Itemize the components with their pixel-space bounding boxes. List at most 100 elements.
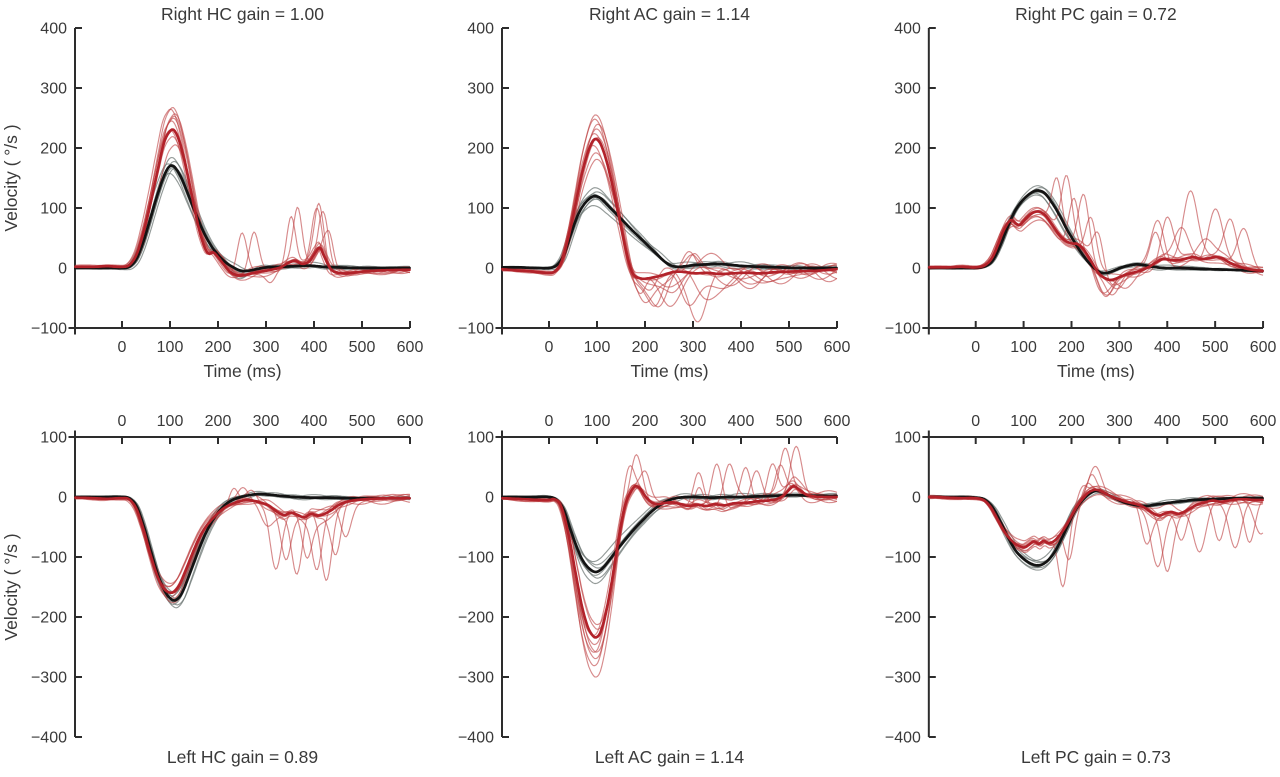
axes <box>68 27 411 335</box>
x-tick-label: 100 <box>584 339 611 356</box>
panel-right-ac: 400 300 200 100 0 −100 0 100 200 300 400 500 600 Righ… <box>458 4 851 381</box>
x-tick-label: 600 <box>824 339 851 356</box>
y-tick-label: 0 <box>912 489 921 506</box>
x-tick-label: 400 <box>728 413 755 430</box>
y-tick-label: 100 <box>894 429 921 446</box>
y-tick-label: 100 <box>894 200 921 217</box>
y-tick-label: 300 <box>467 81 494 98</box>
x-tick-label: 300 <box>680 339 707 356</box>
head-mean-trace <box>501 194 838 270</box>
y-tick-label: 300 <box>40 81 67 98</box>
trace-area <box>74 487 411 609</box>
y-tick-label: 0 <box>485 261 494 278</box>
axes <box>495 430 838 738</box>
y-tick-label: −200 <box>31 610 67 627</box>
x-tick-label: 400 <box>301 339 328 356</box>
y-axis-label: Velocity ( °/s ) <box>1 533 21 640</box>
x-tick-label: 600 <box>1250 413 1277 430</box>
panel-left-hc: 100 0 −100 −200 −300 −400 0 100 200 300 400 500 600 L… <box>1 413 424 767</box>
x-tick-label: 200 <box>632 413 659 430</box>
x-tick-label: 300 <box>253 413 280 430</box>
y-tick-label: 300 <box>894 80 921 97</box>
x-tick-label: 500 <box>1202 413 1229 430</box>
y-tick-label: −400 <box>31 730 67 747</box>
x-tick-label: 0 <box>971 339 980 356</box>
head-trial-traces <box>74 490 411 609</box>
y-tick-label: −100 <box>458 321 494 338</box>
head-mean-trace <box>74 164 411 273</box>
y-tick-label: −100 <box>458 550 494 567</box>
trace-area <box>501 445 838 678</box>
x-tick-label: 200 <box>205 413 232 430</box>
y-tick-label: −100 <box>31 550 67 567</box>
y-tick-label: 0 <box>58 261 67 278</box>
head-mean-trace <box>927 489 1264 567</box>
x-tick-label: 300 <box>253 339 280 356</box>
trace-area <box>501 114 838 323</box>
x-tick-label: 100 <box>157 339 184 356</box>
x-axis-label: Time (ms) <box>1057 361 1135 381</box>
y-tick-label: 400 <box>40 21 67 38</box>
y-tick-label: 400 <box>894 20 921 37</box>
eye-trial-traces <box>928 175 1264 298</box>
y-tick-label: −300 <box>458 670 494 687</box>
y-tick-label: 100 <box>467 430 494 447</box>
axes <box>922 430 1265 738</box>
eye-mean-trace <box>927 488 1264 549</box>
panel-right-hc: 400 300 200 100 0 −100 0 100 200 300 400 500 600 Righ… <box>1 4 424 381</box>
x-tick-label: 600 <box>397 339 424 356</box>
panel-title: Left HC gain = 0.89 <box>167 747 318 767</box>
axes <box>68 430 411 738</box>
axes <box>495 27 838 335</box>
y-tick-label: 400 <box>467 21 494 38</box>
head-trial-traces <box>74 156 411 280</box>
trace-area <box>927 465 1264 588</box>
x-tick-label: 600 <box>397 413 424 430</box>
trace-area <box>927 175 1264 298</box>
x-tick-label: 400 <box>1154 413 1181 430</box>
x-tick-label: 300 <box>1106 413 1133 430</box>
y-tick-label: 0 <box>912 260 921 277</box>
x-tick-label: 600 <box>824 413 851 430</box>
x-tick-label: 0 <box>545 339 554 356</box>
x-axis-label: Time (ms) <box>203 361 281 381</box>
head-trial-traces <box>501 187 838 271</box>
x-tick-label: 0 <box>118 413 127 430</box>
eye-trial-traces <box>501 445 838 678</box>
y-tick-label: 100 <box>467 201 494 218</box>
y-tick-label: −200 <box>885 609 921 626</box>
x-tick-label: 200 <box>1058 339 1085 356</box>
eye-trial-traces <box>74 487 411 604</box>
y-tick-label: −400 <box>458 730 494 747</box>
x-tick-label: 400 <box>1154 339 1181 356</box>
y-tick-label: 200 <box>894 140 921 157</box>
x-tick-label: 500 <box>776 413 803 430</box>
y-axis-label: Velocity ( °/s ) <box>1 124 21 231</box>
x-tick-label: 600 <box>1250 339 1277 356</box>
y-tick-label: −200 <box>458 610 494 627</box>
y-tick-label: −100 <box>885 320 921 337</box>
y-tick-label: −400 <box>885 729 921 746</box>
head-mean-trace <box>74 492 411 602</box>
x-tick-label: 300 <box>1106 339 1133 356</box>
axes <box>922 27 1265 335</box>
eye-mean-trace <box>74 128 411 277</box>
panel-title: Right PC gain = 0.72 <box>1015 4 1177 24</box>
eye-trial-traces <box>74 107 411 284</box>
eye-mean-trace <box>927 210 1264 282</box>
eye-trial-traces <box>501 114 838 323</box>
x-tick-label: 500 <box>776 339 803 356</box>
y-tick-label: −300 <box>31 670 67 687</box>
y-tick-label: 100 <box>40 430 67 447</box>
x-tick-label: 400 <box>301 413 328 430</box>
y-tick-label: 200 <box>40 141 67 158</box>
eye-mean-trace <box>74 496 411 595</box>
x-tick-label: 200 <box>1058 413 1085 430</box>
x-tick-label: 400 <box>728 339 755 356</box>
x-tick-label: 0 <box>545 413 554 430</box>
x-tick-label: 100 <box>157 413 184 430</box>
x-tick-label: 100 <box>1010 413 1037 430</box>
eye-mean-trace <box>501 484 838 639</box>
panel-title: Left PC gain = 0.73 <box>1021 747 1171 767</box>
